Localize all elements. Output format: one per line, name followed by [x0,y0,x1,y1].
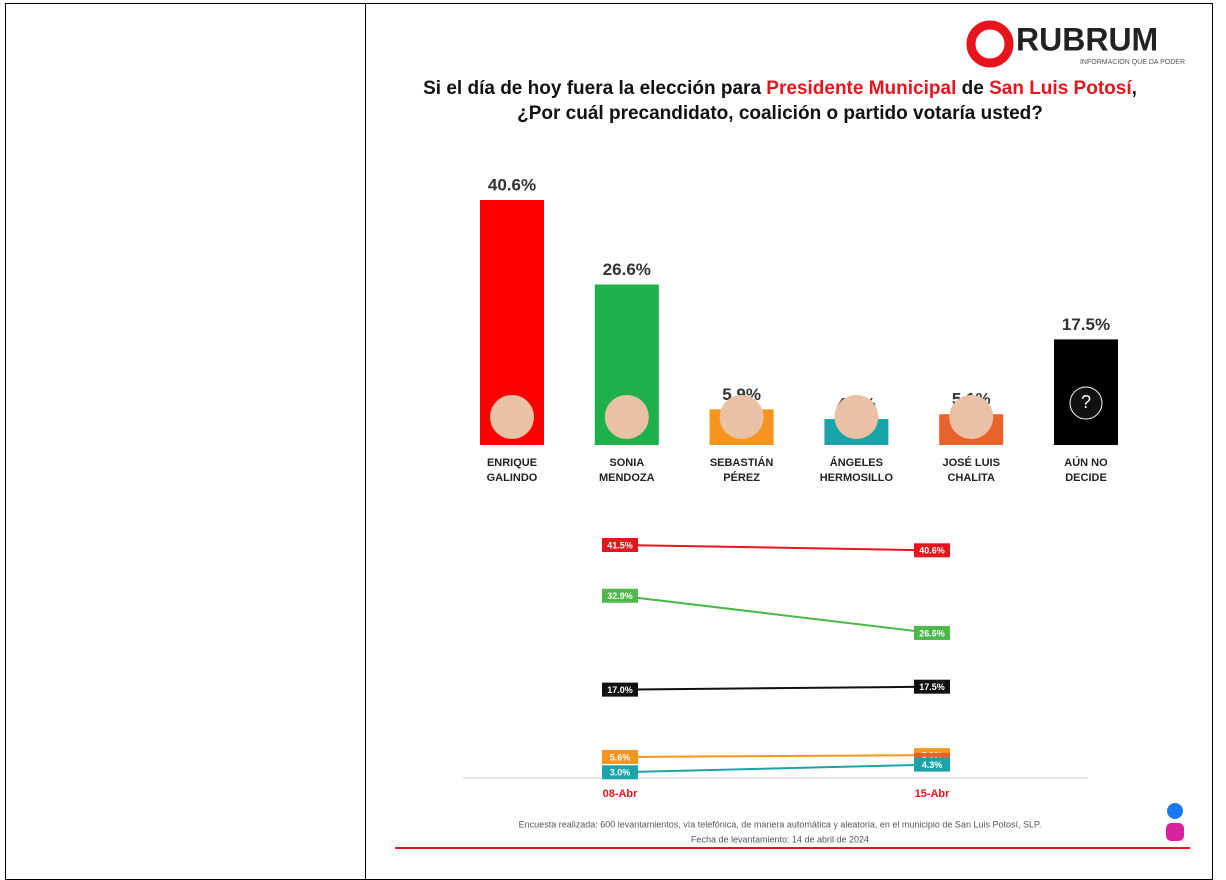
facebook-icon [1167,803,1183,819]
title-segment: San Luis Potosí [989,78,1132,99]
logo-mark [971,25,1009,63]
title-segment: Presidente Municipal [766,78,956,99]
value-label: 4.3% [922,760,943,770]
footer-note: Encuesta realizada: 600 levantamientos, … [519,819,1042,829]
value-label: 40.6% [919,546,945,556]
category-label: HERMOSILLO [820,472,894,484]
value-label: 41.5% [607,540,633,550]
logo: RUBRUM [1016,21,1158,57]
category-label: SEBASTIÁN [710,456,774,469]
candidate-photo [720,395,764,439]
title-segment: Si el día de hoy fuera la elección para [423,78,766,99]
category-label: ENRIQUE [487,457,537,469]
value-label: 26.6% [919,628,945,638]
series-line [620,596,932,633]
category-label: GALINDO [487,472,538,484]
title-segment: de [956,78,989,99]
x-tick-label: 15-Abr [915,788,951,800]
page: RUBRUM INFORMACIÓN QUE DA PODER Encuesta… [0,0,1226,880]
tagline: INFORMACIÓN QUE DA PODER [1080,57,1185,66]
category-label: JOSÉ LUIS [942,456,999,469]
value-label: 17.5% [919,682,945,692]
value-label: 5.6% [610,752,631,762]
value-label: 17.5% [1062,315,1110,334]
instagram-icon [1166,823,1184,841]
value-label: 26.6% [603,260,651,279]
series-line [620,687,932,690]
series-line [620,755,932,757]
document: RUBRUM INFORMACIÓN QUE DA PODER Encuesta… [0,0,1226,880]
silhouette-mark: ? [1081,392,1091,412]
value-label: 3.0% [610,768,631,778]
category-label: PÉREZ [723,471,760,484]
series-line [620,765,932,773]
category-label: ÁNGELES [830,456,883,469]
candidate-photo [605,395,649,439]
chart-title: Si el día de hoy fuera la elección para … [410,76,1150,126]
category-label: MENDOZA [599,472,655,484]
value-label: 17.0% [607,685,633,695]
category-label: AÚN NO [1064,456,1108,469]
category-label: CHALITA [947,472,995,484]
series-line [620,545,932,550]
category-label: DECIDE [1065,472,1107,484]
value-label: 32.9% [607,591,633,601]
value-label: 40.6% [488,175,536,194]
candidate-photo [949,395,993,439]
x-tick-label: 08-Abr [603,788,639,800]
category-label: SONIA [609,457,644,469]
candidate-photo [490,395,534,439]
candidate-photo [834,395,878,439]
footer-date: Fecha de levantamiento: 14 de abril de 2… [691,834,869,844]
